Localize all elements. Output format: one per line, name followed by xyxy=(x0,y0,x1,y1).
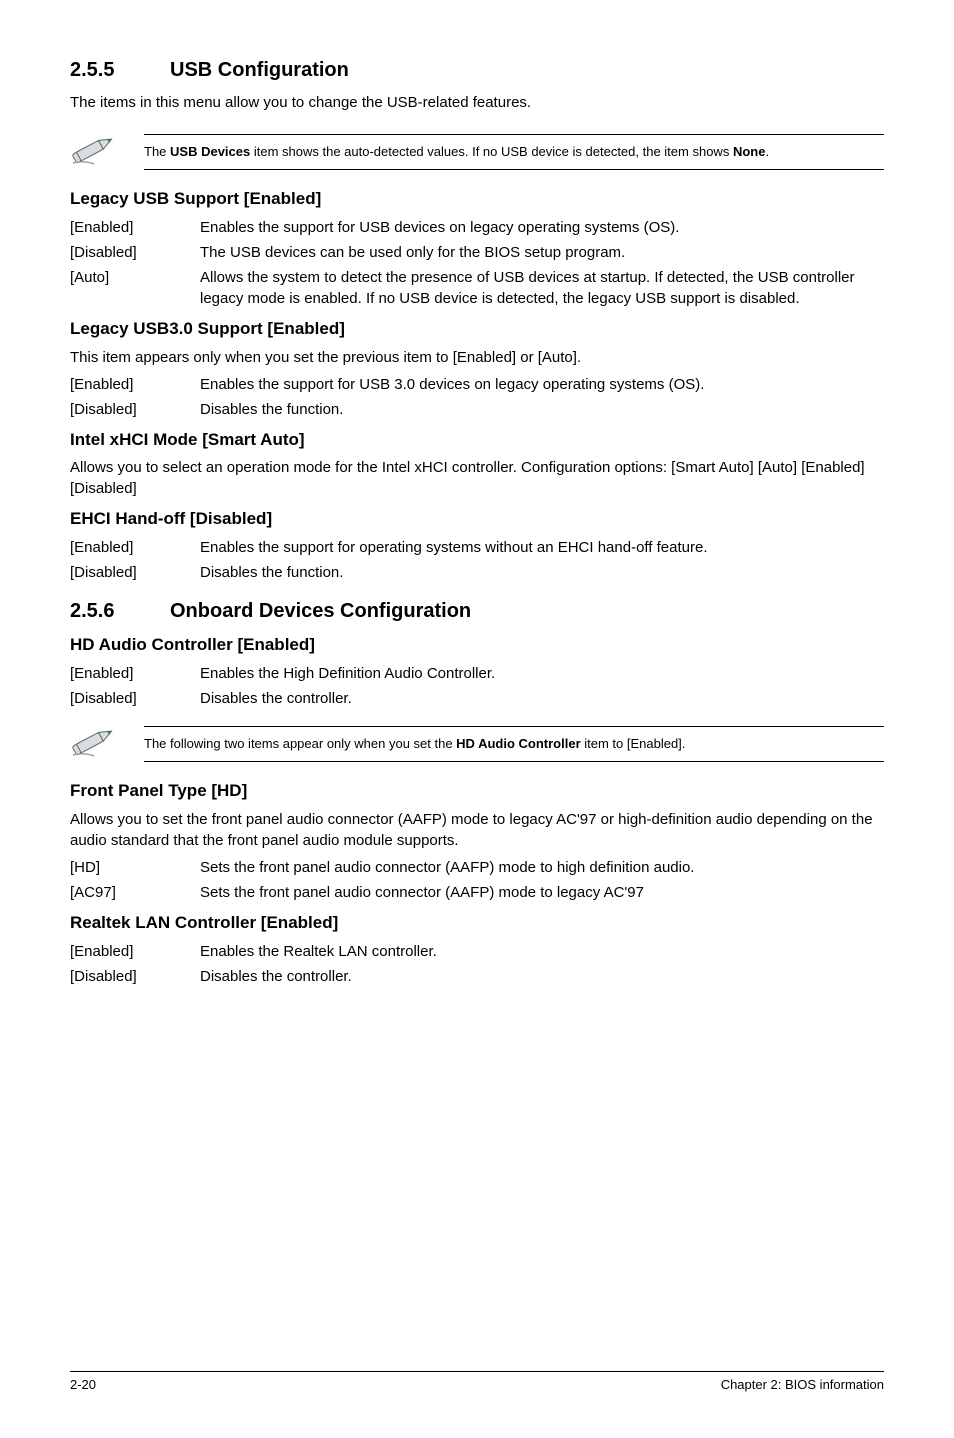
option-key: [Enabled] xyxy=(70,663,200,684)
option-key: [Disabled] xyxy=(70,966,200,987)
subhead-desc: Allows you to set the front panel audio … xyxy=(70,809,884,851)
subhead-desc: Allows you to select an operation mode f… xyxy=(70,457,884,499)
option-row: [Disabled]Disables the controller. xyxy=(70,966,884,987)
option-row: [Enabled]Enables the support for operati… xyxy=(70,537,884,558)
option-value: Disables the function. xyxy=(200,562,884,583)
section-title: Onboard Devices Configuration xyxy=(170,600,471,622)
note-bold: None xyxy=(733,144,766,159)
option-row: [Disabled]Disables the function. xyxy=(70,399,884,420)
subhead-ehci: EHCI Hand-off [Disabled] xyxy=(70,507,884,531)
section-number: 2.5.6 xyxy=(70,597,170,625)
note-text: The following two items appear only when… xyxy=(144,726,884,762)
option-row: [Enabled]Enables the High Definition Aud… xyxy=(70,663,884,684)
option-row: [Disabled]Disables the controller. xyxy=(70,688,884,709)
option-key: [Enabled] xyxy=(70,217,200,238)
option-row: [Auto]Allows the system to detect the pr… xyxy=(70,267,884,309)
option-row: [HD]Sets the front panel audio connector… xyxy=(70,857,884,878)
option-row: [Disabled]The USB devices can be used on… xyxy=(70,242,884,263)
note-text-part: The xyxy=(144,144,170,159)
pencil-icon xyxy=(70,131,116,173)
note-text-part: . xyxy=(765,144,769,159)
option-row: [Disabled]Disables the function. xyxy=(70,562,884,583)
section-number: 2.5.5 xyxy=(70,56,170,84)
option-value: Disables the function. xyxy=(200,399,884,420)
option-key: [AC97] xyxy=(70,882,200,903)
option-value: Disables the controller. xyxy=(200,966,884,987)
option-key: [Disabled] xyxy=(70,562,200,583)
option-row: [Enabled]Enables the Realtek LAN control… xyxy=(70,941,884,962)
section-heading-255: 2.5.5USB Configuration xyxy=(70,56,884,84)
section-heading-256: 2.5.6Onboard Devices Configuration xyxy=(70,597,884,625)
subhead-legacy-usb: Legacy USB Support [Enabled] xyxy=(70,187,884,211)
option-value: Sets the front panel audio connector (AA… xyxy=(200,882,884,903)
note-text-part: item shows the auto-detected values. If … xyxy=(250,144,733,159)
option-value: Enables the Realtek LAN controller. xyxy=(200,941,884,962)
note-row-hdaudio: The following two items appear only when… xyxy=(70,723,884,765)
option-key: [Disabled] xyxy=(70,242,200,263)
option-key: [HD] xyxy=(70,857,200,878)
subhead-hdaudio: HD Audio Controller [Enabled] xyxy=(70,633,884,657)
subhead-desc: This item appears only when you set the … xyxy=(70,347,884,368)
option-key: [Auto] xyxy=(70,267,200,309)
note-text-part: The following two items appear only when… xyxy=(144,736,456,751)
option-value: Enables the High Definition Audio Contro… xyxy=(200,663,884,684)
note-bold: USB Devices xyxy=(170,144,250,159)
option-value: Enables the support for USB 3.0 devices … xyxy=(200,374,884,395)
footer-chapter: Chapter 2: BIOS information xyxy=(721,1376,884,1394)
note-text: The USB Devices item shows the auto-dete… xyxy=(144,134,884,170)
option-row: [AC97]Sets the front panel audio connect… xyxy=(70,882,884,903)
section-title: USB Configuration xyxy=(170,59,349,81)
option-value: The USB devices can be used only for the… xyxy=(200,242,884,263)
option-value: Enables the support for operating system… xyxy=(200,537,884,558)
section-intro: The items in this menu allow you to chan… xyxy=(70,92,884,113)
pencil-icon xyxy=(70,723,116,765)
note-text-part: item to [Enabled]. xyxy=(581,736,686,751)
option-row: [Enabled]Enables the support for USB dev… xyxy=(70,217,884,238)
option-row: [Enabled]Enables the support for USB 3.0… xyxy=(70,374,884,395)
subhead-legacy-usb3: Legacy USB3.0 Support [Enabled] xyxy=(70,317,884,341)
option-key: [Disabled] xyxy=(70,399,200,420)
footer-page-number: 2-20 xyxy=(70,1376,96,1394)
option-value: Allows the system to detect the presence… xyxy=(200,267,884,309)
option-value: Sets the front panel audio connector (AA… xyxy=(200,857,884,878)
option-key: [Enabled] xyxy=(70,941,200,962)
option-key: [Disabled] xyxy=(70,688,200,709)
subhead-realtek-lan: Realtek LAN Controller [Enabled] xyxy=(70,911,884,935)
option-key: [Enabled] xyxy=(70,374,200,395)
option-value: Enables the support for USB devices on l… xyxy=(200,217,884,238)
page-footer: 2-20 Chapter 2: BIOS information xyxy=(70,1371,884,1394)
note-bold: HD Audio Controller xyxy=(456,736,580,751)
subhead-xhci: Intel xHCI Mode [Smart Auto] xyxy=(70,428,884,452)
option-key: [Enabled] xyxy=(70,537,200,558)
subhead-front-panel: Front Panel Type [HD] xyxy=(70,779,884,803)
note-row-usb-devices: The USB Devices item shows the auto-dete… xyxy=(70,131,884,173)
option-value: Disables the controller. xyxy=(200,688,884,709)
